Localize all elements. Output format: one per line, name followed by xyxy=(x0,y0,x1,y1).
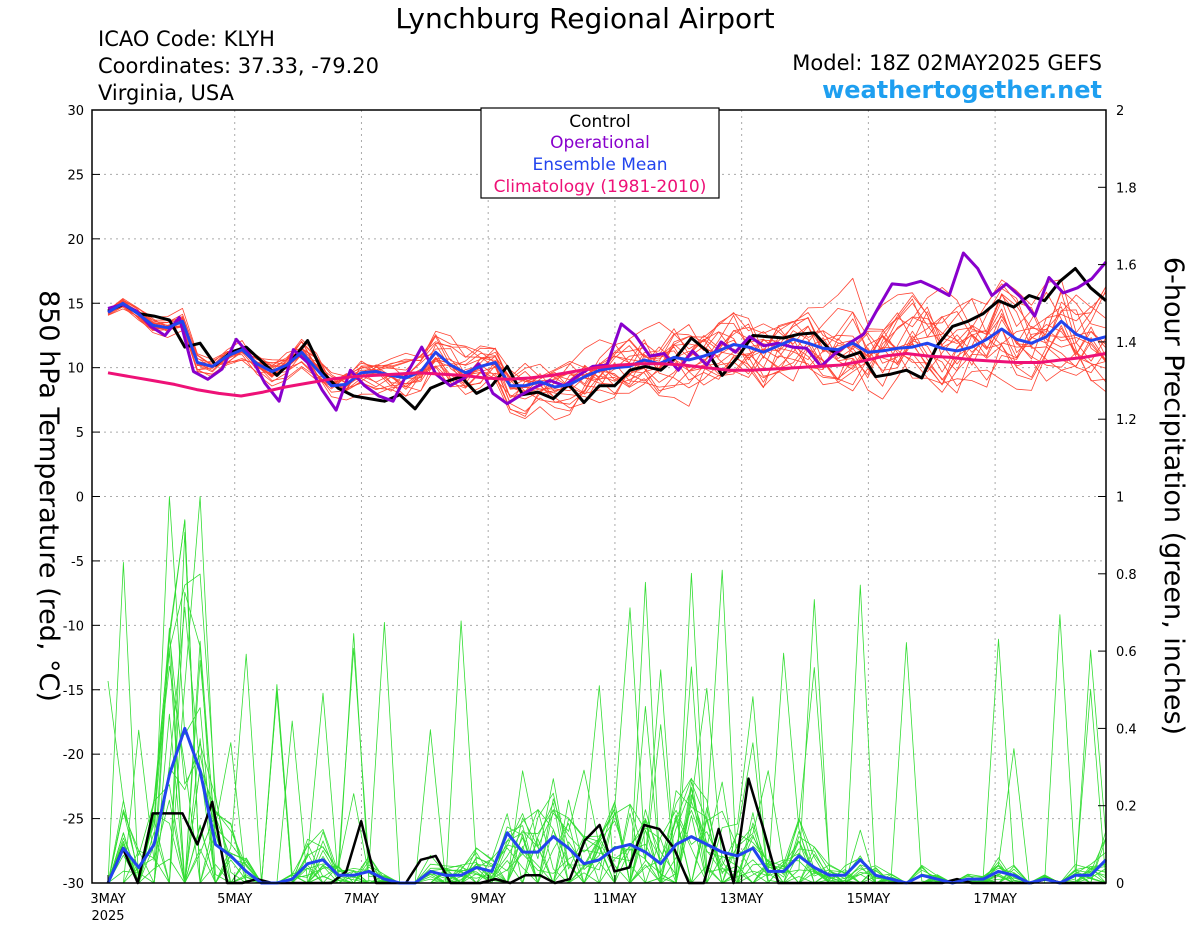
temp-ensemble-mean-line xyxy=(107,301,1107,389)
chart-title: Lynchburg Regional Airport xyxy=(395,2,775,35)
temp-member-line xyxy=(107,279,1107,421)
temp-member-line xyxy=(107,277,1107,398)
right-tick-label: 0.2 xyxy=(1116,800,1137,815)
x-tick-label: 3MAY xyxy=(90,892,125,907)
left-tick-label: -20 xyxy=(63,748,84,763)
precip-member-line xyxy=(107,614,1107,884)
right-tick-label: 1.8 xyxy=(1116,181,1137,196)
left-tick-label: 0 xyxy=(76,491,84,506)
right-tick-label: 0 xyxy=(1116,877,1124,892)
x-tick-label: 15MAY xyxy=(847,892,891,907)
model-run: Model: 18Z 02MAY2025 GEFS xyxy=(792,51,1102,75)
right-tick-label: 1 xyxy=(1116,491,1124,506)
left-tick-label: -10 xyxy=(63,619,84,634)
site-link[interactable]: weathertogether.net xyxy=(822,76,1102,104)
x-tick-label: 13MAY xyxy=(720,892,764,907)
coordinates: Coordinates: 37.33, -79.20 xyxy=(98,54,379,78)
precip-member-line xyxy=(107,572,1107,884)
precip-ensemble-mean-line xyxy=(106,726,1108,885)
legend-item-climatology: Climatology (1981-2010) xyxy=(494,177,707,197)
legend-item-ensemble-mean: Ensemble Mean xyxy=(532,155,667,175)
x-tick-year: 2025 xyxy=(91,909,124,924)
grid-lines xyxy=(92,110,1106,883)
location: Virginia, USA xyxy=(98,81,234,105)
right-tick-label: 1.6 xyxy=(1116,259,1137,274)
precip-member-line xyxy=(107,569,1107,884)
x-tick-label: 7MAY xyxy=(344,892,379,907)
right-tick-label: 1.2 xyxy=(1116,413,1137,428)
temp-member-line xyxy=(107,283,1107,407)
left-tick-label: -15 xyxy=(63,684,84,699)
left-tick-label: -5 xyxy=(71,555,84,570)
right-tick-label: 0.4 xyxy=(1116,722,1137,737)
legend: Control Operational Ensemble Mean Climat… xyxy=(480,107,720,199)
temp-control-line xyxy=(107,267,1107,411)
right-axis-title: 6-hour Precipitation (green, inches) xyxy=(1158,257,1189,735)
legend-item-control: Control xyxy=(569,112,630,132)
left-axis-title: 850 hPa Temperature (red, °C) xyxy=(33,290,64,702)
plot-frame xyxy=(91,109,1107,884)
axis-ticks: 302520151050-5-10-15-20-25-3021.81.61.41… xyxy=(63,104,1137,924)
precip-member-line xyxy=(107,573,1107,884)
left-tick-label: 15 xyxy=(67,297,84,312)
x-tick-label: 9MAY xyxy=(471,892,506,907)
x-tick-label: 17MAY xyxy=(973,892,1017,907)
temp-member-line xyxy=(107,291,1107,387)
left-tick-label: -30 xyxy=(63,877,84,892)
x-tick-label: 11MAY xyxy=(593,892,637,907)
left-tick-label: 25 xyxy=(67,168,84,183)
temp-member-line xyxy=(107,300,1107,395)
temp-member-line xyxy=(107,294,1107,412)
left-tick-label: 20 xyxy=(67,233,84,248)
temp-member-line xyxy=(107,299,1107,400)
precip-member-line xyxy=(107,781,1107,884)
left-tick-label: 5 xyxy=(76,426,84,441)
right-tick-label: 2 xyxy=(1116,104,1124,119)
left-tick-label: 10 xyxy=(67,362,84,377)
left-tick-label: 30 xyxy=(67,104,84,119)
legend-box xyxy=(480,107,720,199)
right-tick-label: 1.4 xyxy=(1116,336,1137,351)
x-tick-label: 5MAY xyxy=(217,892,252,907)
right-tick-label: 0.8 xyxy=(1116,568,1137,583)
left-tick-label: -25 xyxy=(63,813,84,828)
temp-climatology-1981-2010-line xyxy=(107,352,1107,398)
right-tick-label: 0.6 xyxy=(1116,645,1137,660)
icao-code: ICAO Code: KLYH xyxy=(98,27,275,51)
legend-item-operational: Operational xyxy=(550,133,650,153)
